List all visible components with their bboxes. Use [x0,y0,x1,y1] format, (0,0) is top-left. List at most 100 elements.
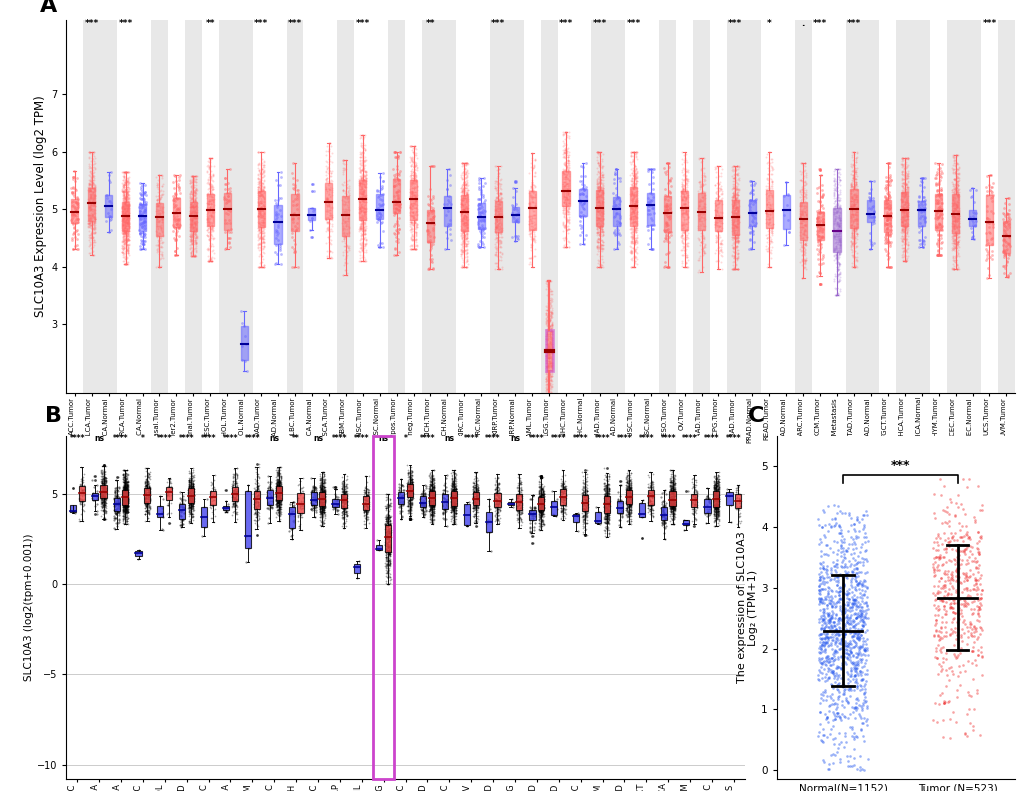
Point [626,199,642,211]
Point [623,185,639,198]
Point [116,471,132,483]
Point [837,710,853,723]
Point [74,503,91,516]
Point [404,492,420,505]
Point [469,499,485,512]
Point [728,185,744,198]
Text: ns: ns [313,434,323,443]
Point [663,498,680,511]
Point [624,229,640,242]
Point [597,497,613,509]
Point [186,194,203,206]
Point [381,529,397,542]
Point [114,221,130,234]
Point [319,222,335,235]
Point [272,507,288,520]
Point [374,198,390,210]
Point [591,181,607,194]
Point [825,175,842,187]
Point [353,183,369,195]
Point [94,502,110,515]
Point [829,224,846,237]
Point [690,176,706,189]
Point [425,490,441,503]
Point [705,490,721,502]
Point [662,483,679,496]
Point [927,249,944,262]
Point [945,180,961,193]
Point [796,196,812,209]
Point [184,480,201,493]
Point [677,260,693,273]
Point [899,199,915,212]
Point [458,260,474,273]
Point [558,144,575,157]
Point [710,219,727,232]
Point [665,513,682,525]
Point [313,496,329,509]
Point [115,494,131,507]
Point [846,702,862,714]
Point [452,205,469,218]
Point [117,209,133,221]
Point [65,218,82,230]
Point [896,191,912,203]
Point [119,500,136,513]
Point [228,462,245,475]
Point [421,182,437,195]
Point [726,221,742,234]
Point [226,499,243,512]
Point [626,186,642,199]
Point [446,498,463,510]
Point [725,178,741,191]
Point [184,464,201,476]
Point [271,498,287,511]
Point [833,524,849,536]
Point [148,238,164,251]
Point [540,355,556,368]
Point [838,640,854,653]
Point [552,483,569,496]
Point [353,191,369,204]
Point [336,502,353,515]
Point [598,490,614,502]
Point [186,172,203,184]
Point [709,498,726,510]
Point [116,475,132,488]
Point [316,484,332,497]
Point [114,199,130,212]
Point [354,201,370,214]
Point [643,495,659,508]
Point [596,469,612,482]
Point [662,499,679,512]
Point [508,491,525,504]
Point [541,352,557,365]
Point [836,569,852,581]
Point [116,510,132,523]
Point [577,529,593,542]
Point [312,486,328,499]
Point [578,482,594,494]
Point [133,217,150,229]
Point [731,488,747,501]
Point [597,510,613,523]
Point [598,523,614,536]
Point [678,249,694,262]
Point [893,224,909,237]
Point [180,467,197,479]
Point [627,171,643,184]
Point [379,539,395,552]
Point [666,492,683,505]
Point [272,486,288,498]
Point [929,189,946,202]
Point [968,684,984,697]
Point [826,248,843,261]
Point [400,486,417,499]
Point [625,259,641,272]
Point [723,231,740,244]
Point [843,565,859,577]
Point [639,165,655,178]
Point [726,246,742,259]
Point [447,503,464,516]
Point [316,475,332,488]
